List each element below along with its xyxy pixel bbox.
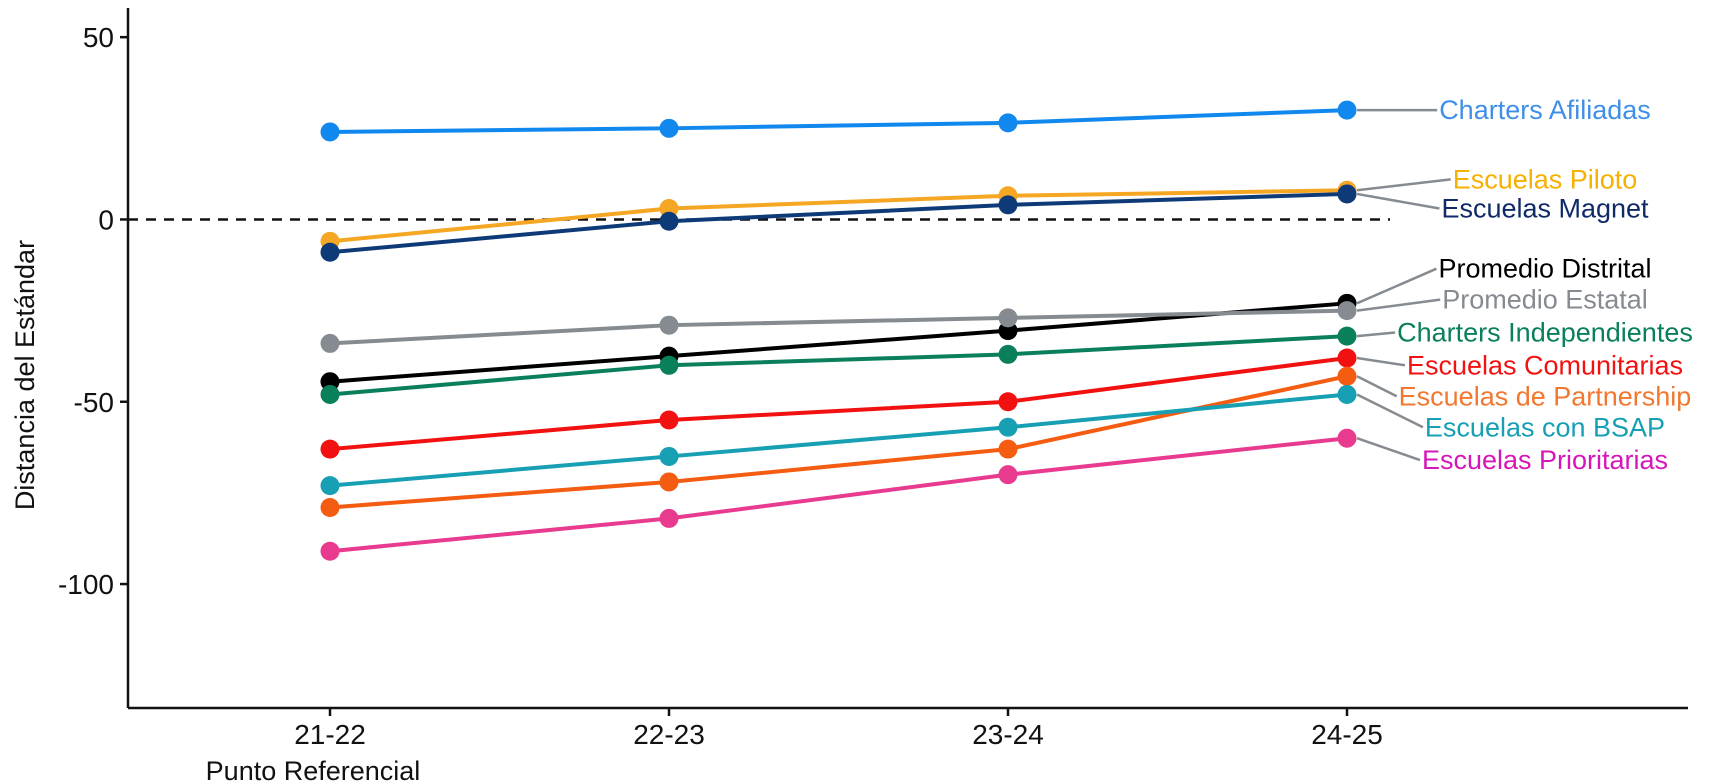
y-tick-label: 50: [83, 22, 114, 53]
data-point-escuelas-con-bsap-24-25: [1337, 384, 1357, 404]
series-label-escuelas-con-bsap: Escuelas con BSAP: [1425, 412, 1665, 442]
axes: 50 0 -50 -100 21-22 22-23 23-24 24-25: [58, 8, 1688, 750]
x-tick-label: 22-23: [633, 719, 705, 750]
data-point-escuelas-de-partnership-22-23: [659, 472, 679, 492]
leader-line-escuelas-de-partnership: [1356, 375, 1398, 398]
data-point-charters-independientes-24-25: [1337, 326, 1357, 346]
series-label-promedio-distrital: Promedio Distrital: [1438, 254, 1651, 284]
data-point-escuelas-prioritarias-22-23: [659, 508, 679, 528]
data-point-escuelas-magnet-24-25: [1337, 184, 1357, 204]
series-line-promedio-distrital: [329, 301, 1348, 384]
data-point-escuelas-de-partnership-21-22: [320, 497, 340, 517]
data-point-escuelas-prioritarias-21-22: [320, 541, 340, 561]
data-point-escuelas-comunitarias-22-23: [659, 410, 679, 430]
y-tick-label: -100: [58, 569, 114, 600]
data-point-promedio-estatal-23-24: [998, 308, 1018, 328]
series-line-escuelas-comunitarias: [329, 356, 1348, 452]
series-lines: [329, 108, 1348, 554]
leader-line-promedio-estatal: [1356, 298, 1441, 312]
x-tick-label: 24-25: [1311, 719, 1383, 750]
data-point-charters-afiliadas-22-23: [659, 118, 679, 138]
data-point-escuelas-prioritarias-24-25: [1337, 428, 1357, 448]
data-point-escuelas-de-partnership-24-25: [1337, 366, 1357, 386]
y-axis-title: Distancia del Estándar: [10, 240, 40, 510]
x-tick-label: 23-24: [972, 719, 1044, 750]
leader-line-escuelas-con-bsap: [1356, 393, 1424, 429]
leader-line-promedio-distrital: [1356, 267, 1437, 305]
series-line-charters-independientes: [329, 334, 1348, 397]
y-tick-label: -50: [74, 387, 114, 418]
data-point-escuelas-comunitarias-23-24: [998, 392, 1018, 412]
data-point-escuelas-con-bsap-22-23: [659, 446, 679, 466]
series-label-charters-afiliadas: Charters Afiliadas: [1439, 95, 1651, 125]
data-point-charters-afiliadas-21-22: [320, 122, 340, 142]
data-point-promedio-estatal-24-25: [1337, 301, 1357, 321]
data-point-escuelas-comunitarias-21-22: [320, 439, 340, 459]
data-point-promedio-estatal-21-22: [320, 333, 340, 353]
series-label-promedio-estatal: Promedio Estatal: [1442, 285, 1648, 315]
data-point-charters-independientes-23-24: [998, 344, 1018, 364]
series-label-escuelas-prioritarias: Escuelas Prioritarias: [1422, 445, 1668, 475]
data-point-escuelas-comunitarias-24-25: [1337, 348, 1357, 368]
series-label-escuelas-magnet: Escuelas Magnet: [1441, 194, 1649, 224]
leader-line-escuelas-piloto: [1356, 178, 1451, 192]
series-label-escuelas-comunitarias: Escuelas Comunitarias: [1407, 350, 1683, 380]
leader-line-escuelas-prioritarias: [1356, 437, 1421, 462]
data-point-escuelas-magnet-23-24: [998, 195, 1018, 215]
label-leader-lines: [1356, 108, 1451, 462]
leader-line-escuelas-magnet: [1356, 192, 1440, 210]
series-points: [320, 100, 1357, 561]
series-line-promedio-estatal: [329, 308, 1348, 346]
data-point-charters-independientes-21-22: [320, 384, 340, 404]
data-point-escuelas-de-partnership-23-24: [998, 439, 1018, 459]
data-point-charters-afiliadas-23-24: [998, 113, 1018, 133]
series-line-charters-afiliadas: [329, 108, 1348, 134]
x-tick-label: 21-22: [294, 719, 366, 750]
x-axis-title: Punto Referencial: [206, 756, 421, 782]
data-point-escuelas-con-bsap-21-22: [320, 476, 340, 496]
series-line-escuelas-piloto: [329, 188, 1348, 244]
data-point-escuelas-con-bsap-23-24: [998, 417, 1018, 437]
data-point-promedio-estatal-22-23: [659, 315, 679, 335]
leader-line-escuelas-comunitarias: [1356, 356, 1406, 367]
series-label-escuelas-piloto: Escuelas Piloto: [1453, 164, 1638, 194]
data-point-escuelas-magnet-21-22: [320, 242, 340, 262]
data-point-charters-afiliadas-24-25: [1337, 100, 1357, 120]
data-point-escuelas-magnet-22-23: [659, 211, 679, 231]
series-line-escuelas-con-bsap: [329, 392, 1348, 488]
data-point-escuelas-prioritarias-23-24: [998, 465, 1018, 485]
series-line-escuelas-prioritarias: [329, 436, 1348, 554]
series-line-escuelas-magnet: [329, 191, 1348, 255]
leader-line-charters-independientes: [1356, 331, 1396, 338]
y-tick-label: 0: [98, 204, 114, 235]
data-point-charters-independientes-22-23: [659, 355, 679, 375]
series-label-charters-independientes: Charters Independientes: [1397, 317, 1693, 347]
series-label-escuelas-de-partnership: Escuelas de Partnership: [1399, 381, 1692, 411]
